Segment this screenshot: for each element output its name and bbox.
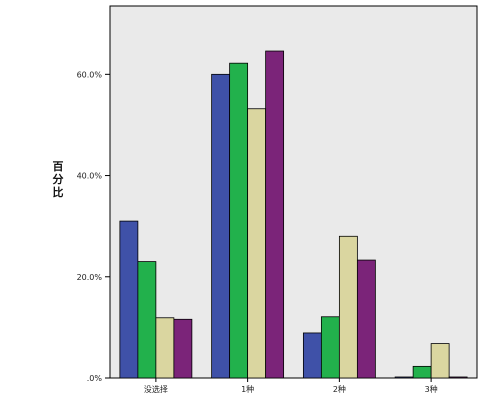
- x-category-label: 没选择: [144, 384, 168, 394]
- bar-1种-series-4: [265, 50, 285, 379]
- y-tick-label: .0%: [87, 374, 103, 383]
- bar-1种-series-1: [211, 73, 231, 379]
- plot-area: [109, 5, 478, 379]
- y-tick-label: 20.0%: [77, 273, 103, 282]
- bar-2种-series-4: [356, 259, 376, 379]
- bar-3种-series-1: [394, 376, 414, 379]
- bar-2种-series-2: [320, 316, 340, 379]
- y-tick-label: 60.0%: [77, 70, 103, 79]
- y-axis-ticks: .0% 20.0% 40.0% 60.0%: [77, 70, 110, 383]
- bar-3种-series-3: [430, 343, 450, 379]
- x-category-label: 2种: [333, 384, 346, 394]
- bar-3种-series-2: [412, 365, 432, 379]
- y-tick-label: 40.0%: [77, 172, 103, 181]
- bar-没选择-series-4: [173, 318, 193, 379]
- bar-没选择-series-1: [119, 220, 139, 379]
- y-axis-title: 百分比: [53, 160, 64, 199]
- bar-3种-series-4: [448, 376, 468, 379]
- bar-没选择-series-3: [155, 317, 175, 379]
- bar-2种-series-3: [338, 235, 358, 379]
- bar-1种-series-2: [229, 62, 249, 379]
- x-category-label: 1种: [241, 384, 254, 394]
- bar-没选择-series-2: [137, 261, 157, 379]
- bar-2种-series-1: [302, 332, 322, 379]
- bar-1种-series-3: [247, 108, 267, 379]
- x-axis-labels: 没选择 1种 2种 3种: [144, 378, 438, 394]
- x-category-label: 3种: [425, 384, 438, 394]
- bars-group: [119, 50, 468, 379]
